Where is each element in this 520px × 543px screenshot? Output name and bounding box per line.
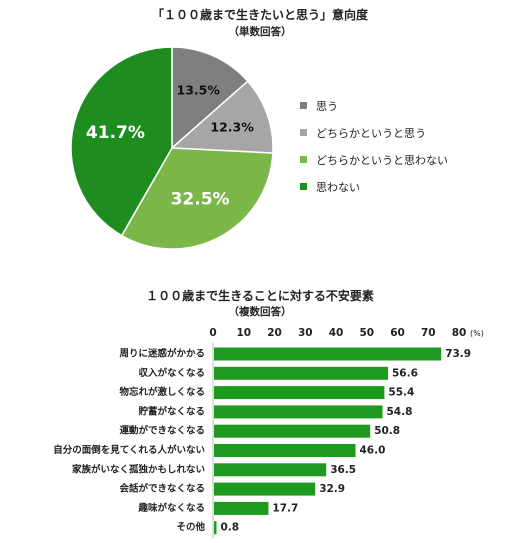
x-tick-label-2: 20 <box>267 327 282 339</box>
bar-0 <box>214 347 442 361</box>
legend-swatch-2 <box>300 156 307 163</box>
category-label-3: 貯蓄がなくなる <box>138 405 205 417</box>
value-label-7: 32.9 <box>319 483 345 495</box>
pie-slice-label-2: 32.5% <box>171 189 230 209</box>
legend-item-2: どちらかというと思わない <box>300 146 448 173</box>
pie-slice-label-1: 12.3% <box>210 120 254 135</box>
pie-legend: 思うどちらかというと思うどちらかというと思わない 思わない <box>300 92 448 200</box>
x-tick-label-6: 60 <box>390 327 405 339</box>
legend-item-3: 思わない <box>300 173 448 200</box>
category-label-8: 趣味がなくなる <box>137 502 205 514</box>
category-label-6: 家族がいなく孤独かもしれない <box>72 463 205 475</box>
category-label-7: 会話ができなくなる <box>119 483 205 495</box>
bar-5 <box>214 444 356 457</box>
pie-slice-0 <box>171 46 249 150</box>
value-label-0: 73.9 <box>445 348 471 360</box>
bar-2 <box>214 386 385 400</box>
legend-item-0: 思う <box>300 92 448 119</box>
value-label-1: 56.6 <box>392 367 418 379</box>
bar-7 <box>214 482 316 496</box>
value-label-4: 50.8 <box>374 425 400 437</box>
bar-6 <box>214 463 327 477</box>
pie-chart: 13.5% 12.3% 32.5% 41.7% <box>70 46 274 250</box>
bar-8 <box>214 501 269 515</box>
value-label-2: 55.4 <box>388 387 414 399</box>
pie-slice-3 <box>70 46 173 237</box>
value-label-5: 46.0 <box>360 445 386 457</box>
x-tick-label-8: 80 <box>452 327 467 339</box>
pie-slice-label-3: 41.7% <box>86 123 145 143</box>
bar-1 <box>214 366 388 380</box>
value-label-8: 17.7 <box>272 502 298 514</box>
pie-slice-label-0: 13.5% <box>177 83 221 98</box>
category-label-4: 運動ができなくなる <box>119 425 205 437</box>
bar-9 <box>214 521 217 535</box>
category-label-2: 物忘れが激しくなる <box>119 386 205 398</box>
legend-label-2: どちらかというと思わない <box>316 153 448 167</box>
category-label-1: 収入がなくなる <box>138 367 205 379</box>
x-tick-label-4: 40 <box>329 327 344 339</box>
category-label-5: 自分の面倒を見てくれる人がいない <box>53 444 205 456</box>
legend-item-1: どちらかというと思う <box>300 119 448 146</box>
bar-4 <box>214 424 371 438</box>
pie-chart-subtitle: （単数回答） <box>228 26 292 38</box>
bar-chart-subtitle: （複数回答） <box>228 306 292 318</box>
x-tick-label-5: 50 <box>359 327 374 339</box>
x-tick-label-0: 0 <box>209 327 216 339</box>
x-unit-label: (%) <box>470 329 484 338</box>
x-tick-label-7: 70 <box>421 327 436 339</box>
pie-slice-1 <box>170 80 274 154</box>
value-label-6: 36.5 <box>330 464 356 476</box>
legend-swatch-1 <box>300 129 307 136</box>
category-label-9: その他 <box>176 521 205 533</box>
bar-chart-title: １００歳まで生きることに対する不安要素 <box>146 289 374 303</box>
legend-label-1: どちらかというと思う <box>316 126 426 140</box>
legend-swatch-3 <box>300 183 307 190</box>
value-label-9: 0.8 <box>221 522 240 534</box>
legend-label-0: 思う <box>316 99 338 113</box>
legend-swatch-0 <box>300 102 307 109</box>
x-tick-label-3: 30 <box>298 327 313 339</box>
x-tick-label-1: 10 <box>236 327 251 339</box>
value-label-3: 54.8 <box>387 406 413 418</box>
bar-3 <box>214 405 383 419</box>
pie-slice-2 <box>120 147 274 250</box>
category-label-0: 周りに迷惑がかかる <box>119 348 205 360</box>
pie-chart-title: 「１００歳まで生きたいと思う」意向度 <box>151 8 368 22</box>
legend-label-3: 思わない <box>316 180 360 194</box>
